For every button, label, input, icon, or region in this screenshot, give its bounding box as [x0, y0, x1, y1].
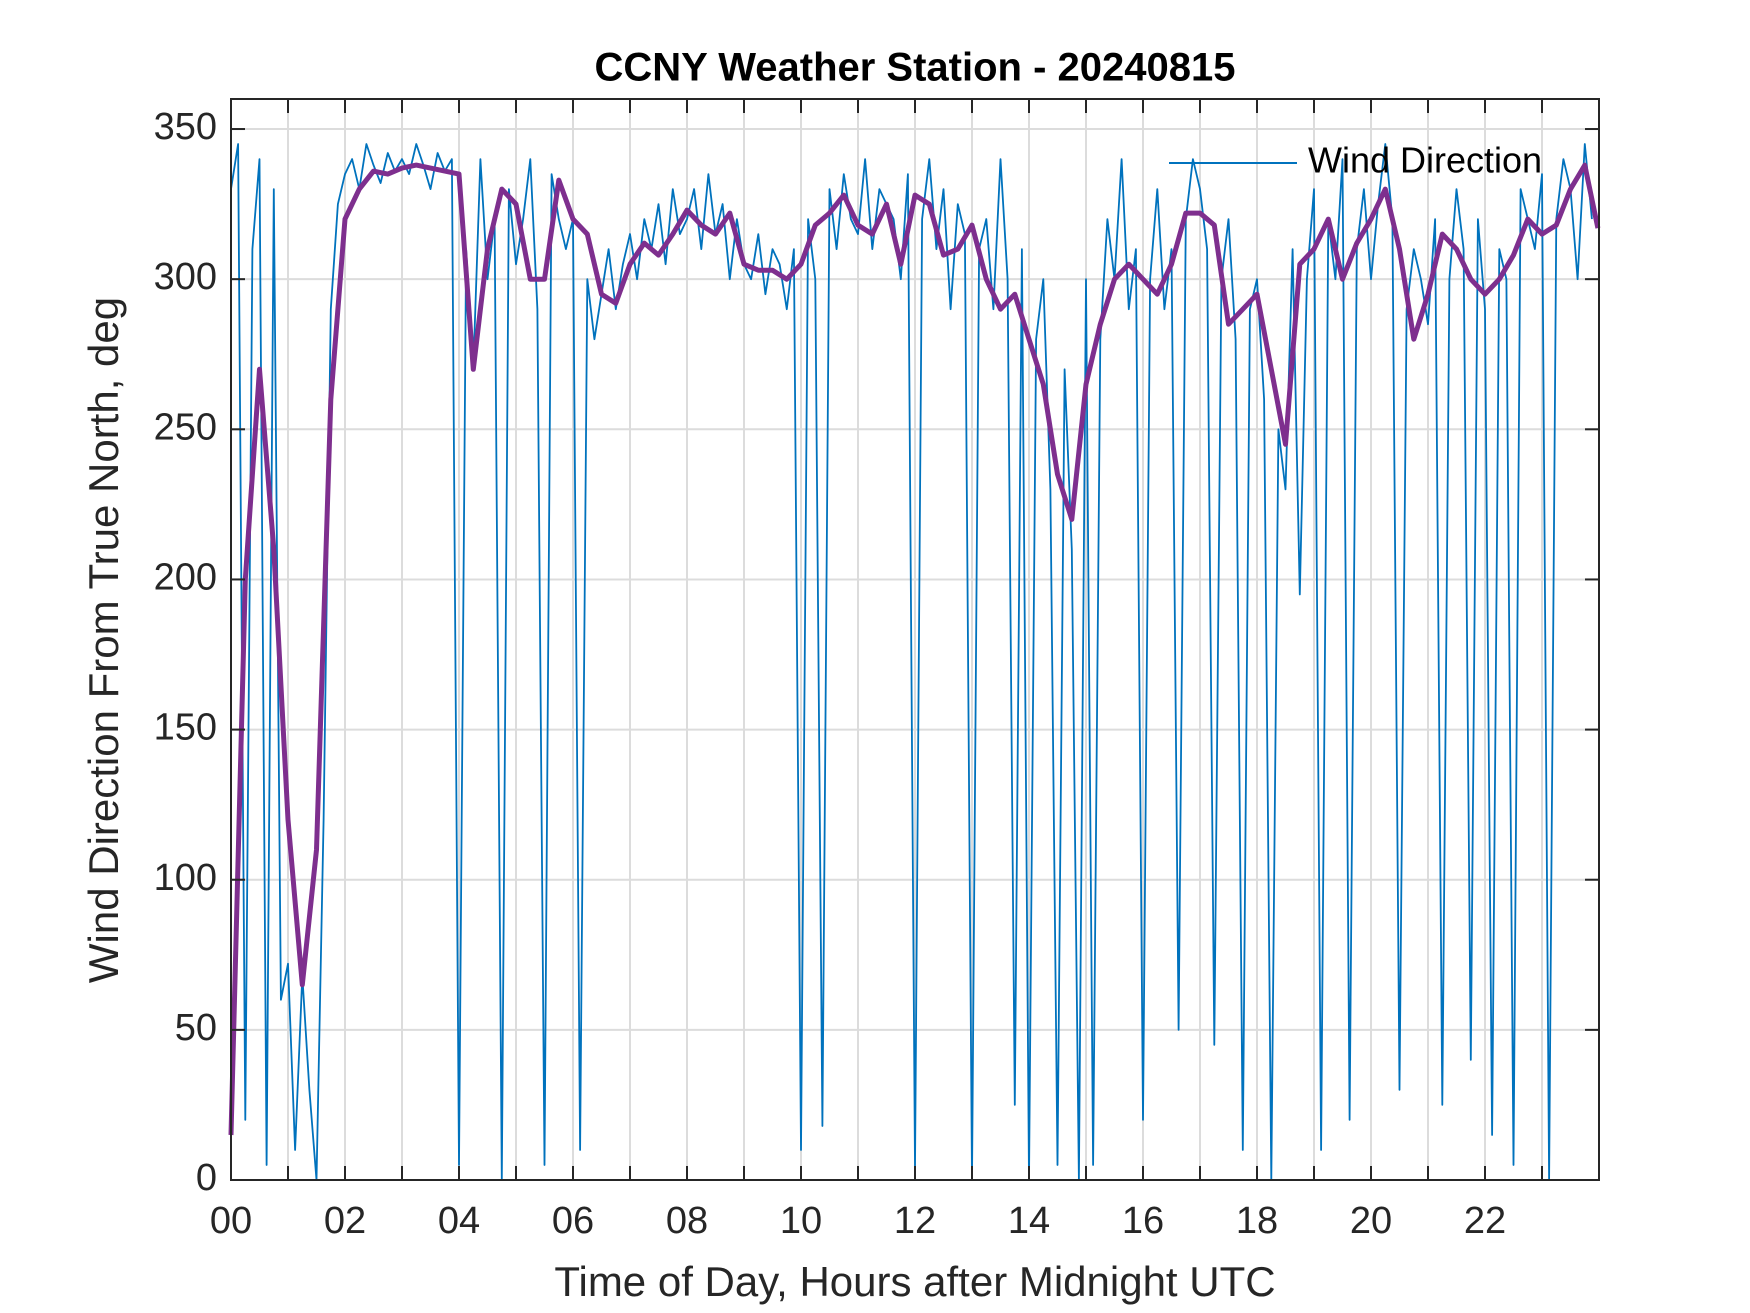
y-tick-label: 100 — [154, 857, 217, 899]
x-tick-label: 18 — [1236, 1200, 1278, 1242]
x-tick-label: 02 — [324, 1200, 366, 1242]
y-tick-label: 200 — [154, 556, 217, 598]
y-axis-label: Wind Direction From True North, deg — [80, 297, 127, 983]
x-tick-label: 12 — [894, 1200, 936, 1242]
x-axis-label: Time of Day, Hours after Midnight UTC — [554, 1258, 1275, 1305]
x-tick-label: 14 — [1008, 1200, 1050, 1242]
data-line — [228, 162, 1601, 1136]
data-line — [230, 143, 1593, 1181]
x-tick-label: 10 — [780, 1200, 822, 1242]
x-tick-label: 16 — [1122, 1200, 1164, 1242]
x-tick-label: 22 — [1464, 1200, 1506, 1242]
y-tick-label: 350 — [154, 106, 217, 148]
y-tick-label: 0 — [196, 1157, 217, 1199]
y-tick-label: 250 — [154, 406, 217, 448]
x-tick-label: 20 — [1350, 1200, 1392, 1242]
x-tick-label: 06 — [552, 1200, 594, 1242]
x-tick-label: 08 — [666, 1200, 708, 1242]
y-tick-label: 300 — [154, 256, 217, 298]
y-tick-label: 150 — [154, 707, 217, 749]
x-tick-label: 00 — [210, 1200, 252, 1242]
y-tick-label: 50 — [175, 1007, 217, 1049]
x-tick-label: 04 — [438, 1200, 480, 1242]
legend-label: Wind Direction — [1308, 140, 1542, 181]
chart-title: CCNY Weather Station - 20240815 — [595, 46, 1236, 90]
